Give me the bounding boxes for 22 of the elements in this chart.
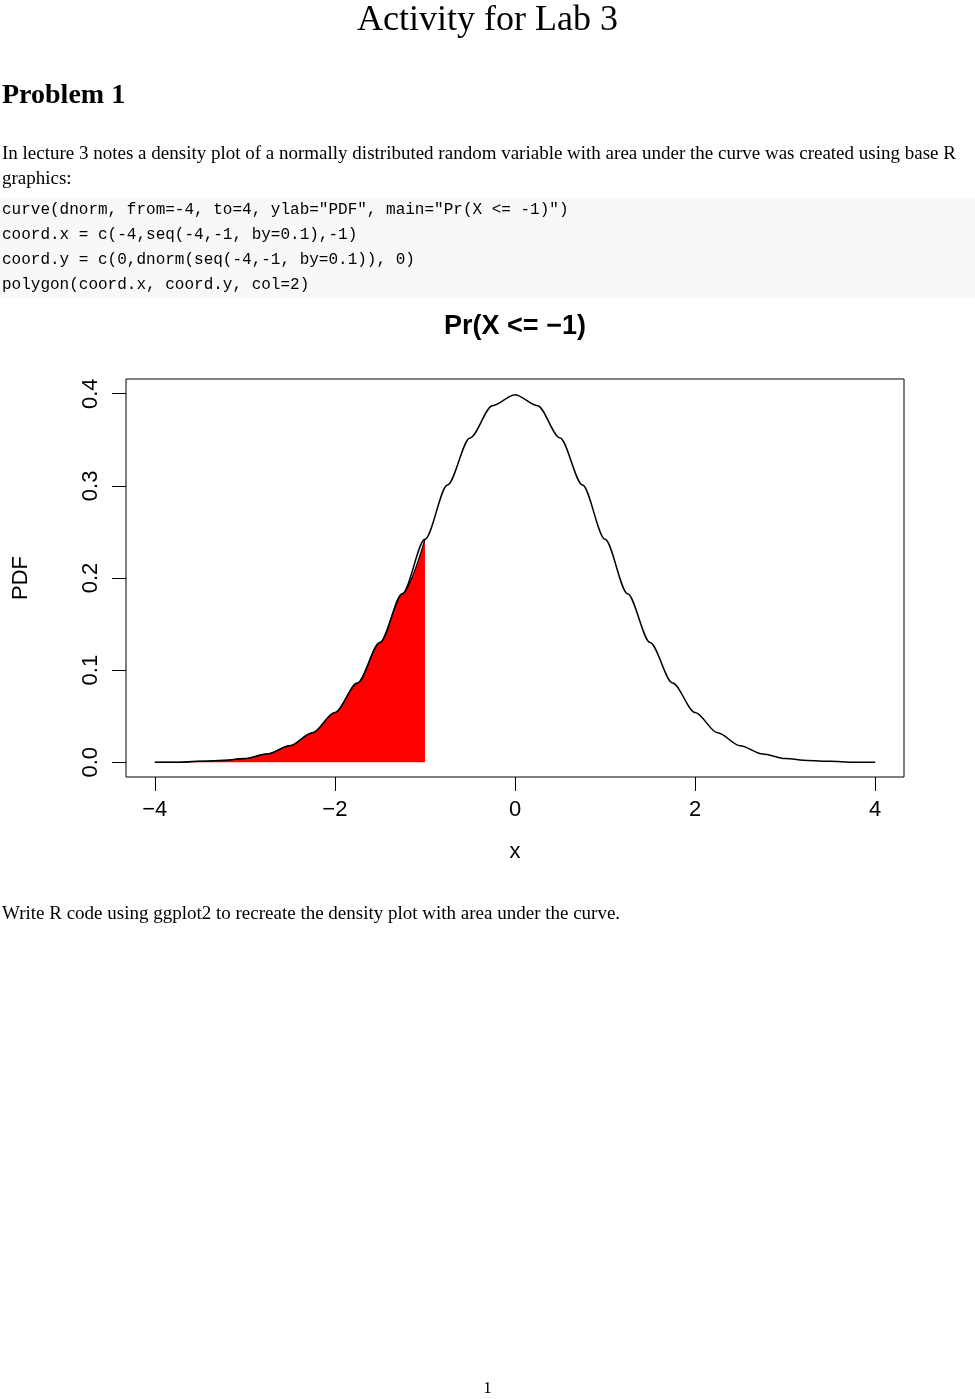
y-tick-label: 0.3 <box>76 470 102 502</box>
text: coord.y = c(0,dnorm(seq(-4,-1, by=0.1)), 0) <box>2 250 416 271</box>
chart-title: Pr(X <= −1) <box>444 309 586 340</box>
text: coord.x = c(-4,seq(-4,-1, by=0.1),-1) <box>2 225 359 246</box>
x-tick-label: 2 <box>688 795 702 821</box>
text: curve(dnorm, from=-4, to=4, ylab="PDF", main="Pr(X <= -1)") <box>2 200 570 221</box>
text: Write R code using ggplot2 to recreate the density plot with area under the curve. <box>2 902 622 924</box>
text: Activity for Lab 3 <box>356 0 619 38</box>
x-tick-label: 4 <box>869 795 882 821</box>
y-tick-label: 0.4 <box>76 378 102 410</box>
x-tick-label: −4 <box>142 795 168 821</box>
y-tick-label: 0.1 <box>76 654 102 686</box>
y-tick-label: 0.0 <box>76 746 102 778</box>
text: In lecture 3 notes a density plot of a normally distributed random variable with area under the curve was created using base R graphics: <box>2 141 957 190</box>
text: polygon(coord.x, coord.y, col=2) <box>2 275 311 296</box>
x-tick-label: −2 <box>322 795 348 821</box>
text: 1 <box>482 1378 493 1398</box>
x-tick-label: 0 <box>508 795 522 821</box>
y-tick-label: 0.2 <box>76 562 102 594</box>
text: Problem 1 <box>2 78 127 110</box>
y-axis-title: PDF <box>6 556 32 600</box>
x-axis-title: x <box>509 837 521 863</box>
